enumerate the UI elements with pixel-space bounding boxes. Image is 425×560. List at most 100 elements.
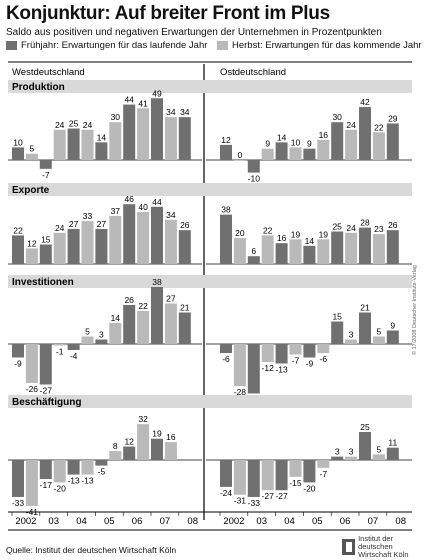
data-label: 25: [332, 222, 342, 232]
data-label: 29: [388, 113, 398, 123]
panel-title: Produktion: [12, 82, 65, 93]
data-label: 8: [113, 441, 118, 451]
bar: [317, 239, 330, 264]
data-label: 26: [124, 295, 134, 305]
bar: [359, 312, 371, 344]
x-tick-label: 03: [256, 516, 267, 527]
data-label: -17: [40, 480, 53, 490]
bar: [12, 460, 24, 497]
data-label: 22: [263, 225, 273, 235]
data-label: 21: [360, 303, 370, 313]
data-label: 10: [13, 137, 23, 147]
data-label: -6: [222, 354, 230, 364]
data-label: -28: [234, 387, 247, 397]
bar: [95, 339, 108, 344]
data-label: 44: [152, 197, 162, 207]
data-label: 22: [374, 122, 384, 132]
data-label: 28: [360, 218, 370, 228]
data-label: 26: [388, 220, 398, 230]
bar: [317, 139, 330, 160]
x-tick-label: 08: [395, 516, 406, 527]
data-label: 20: [235, 228, 245, 238]
bar: [261, 148, 274, 160]
bar: [345, 339, 358, 344]
x-tick-label: 04: [284, 516, 295, 527]
data-label: 34: [166, 210, 176, 220]
bar: [289, 239, 302, 264]
bar: [372, 336, 385, 344]
panel-title: Beschäftigung: [12, 397, 81, 408]
bar: [137, 424, 150, 460]
x-tick-label: 06: [132, 516, 143, 527]
data-label: -7: [292, 356, 300, 366]
data-label: -24: [220, 488, 233, 498]
data-label: -33: [248, 498, 261, 508]
bar: [178, 230, 191, 264]
bar: [109, 323, 122, 344]
bar: [67, 128, 80, 160]
bar: [303, 148, 316, 160]
data-label: -20: [303, 483, 316, 493]
data-label: 46: [124, 194, 134, 204]
data-label: 40: [138, 202, 148, 212]
bar: [247, 160, 260, 173]
x-tick-label: 06: [340, 516, 351, 527]
data-label: 3: [349, 447, 354, 457]
source-note: Quelle: Institut der deutschen Wirtschaf…: [6, 545, 177, 555]
panel-header-band: [8, 183, 412, 196]
data-label: 9: [307, 139, 312, 149]
data-label: -27: [275, 491, 288, 501]
legend-swatch-fruehjahr: [6, 41, 17, 50]
bar: [303, 460, 316, 483]
bar: [345, 456, 358, 460]
bar: [81, 129, 94, 160]
data-label: 15: [332, 312, 342, 322]
data-label: 14: [111, 313, 121, 323]
bar: [247, 256, 260, 264]
data-label: 24: [346, 120, 356, 130]
data-label: 3: [99, 330, 104, 340]
data-label: 22: [13, 225, 23, 235]
bar: [331, 231, 344, 264]
data-label: 33: [83, 211, 93, 221]
bar: [233, 160, 246, 161]
data-label: -26: [26, 384, 39, 394]
bar: [261, 460, 274, 491]
x-tick-label: 2002: [223, 516, 244, 527]
bar: [275, 460, 288, 491]
bar: [12, 344, 24, 358]
data-label: 19: [152, 429, 162, 439]
bar: [289, 147, 302, 160]
x-tick-label: 05: [104, 516, 115, 527]
bar: [151, 98, 163, 160]
data-label: 42: [360, 97, 370, 107]
data-label: 12: [124, 437, 134, 447]
bar: [123, 204, 136, 264]
data-label: 16: [277, 233, 287, 243]
bar: [53, 344, 66, 346]
bar: [317, 460, 330, 468]
bar: [12, 147, 24, 160]
bar: [303, 344, 316, 358]
x-tick-label: 04: [76, 516, 87, 527]
bar: [109, 215, 122, 264]
bar: [123, 104, 136, 160]
data-label: 16: [166, 432, 176, 442]
bar: [53, 129, 66, 160]
data-label: 38: [221, 205, 231, 215]
data-label: 11: [388, 438, 397, 448]
data-label: 21: [180, 303, 190, 313]
bar: [39, 344, 52, 385]
bar: [220, 144, 232, 160]
bar: [164, 303, 177, 344]
bar: [386, 123, 399, 160]
data-label: 0: [238, 150, 243, 160]
bar: [25, 248, 38, 264]
bar: [359, 107, 371, 160]
bar: [178, 117, 191, 160]
data-label: 5: [377, 327, 382, 337]
data-label: 27: [97, 219, 107, 229]
data-label: -20: [54, 483, 67, 493]
bar: [109, 451, 122, 460]
bar: [81, 460, 94, 475]
